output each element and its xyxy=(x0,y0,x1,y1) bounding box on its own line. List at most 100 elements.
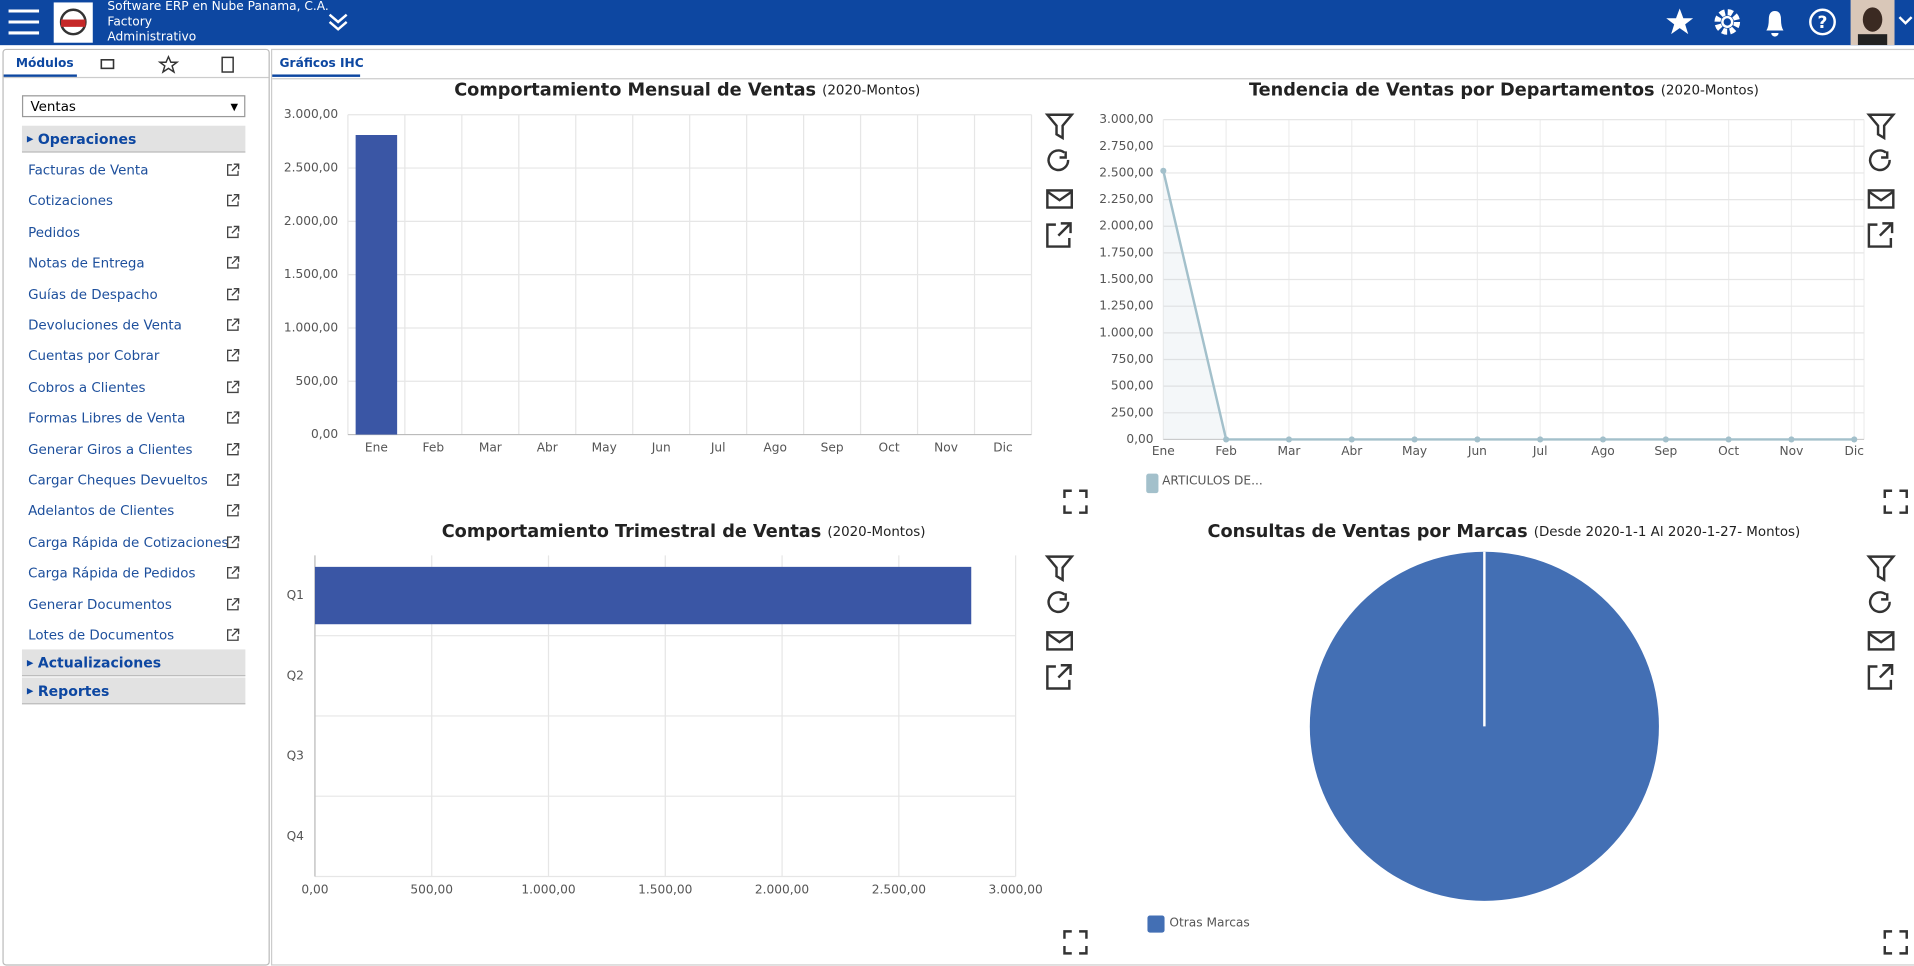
y-tick-label: 3.000,00 xyxy=(284,107,338,121)
y-tick-label: 250,00 xyxy=(1111,405,1154,419)
menu-item[interactable]: Formas Libres de Venta xyxy=(28,410,186,427)
menu-item[interactable]: Carga Rápida de Cotizaciones xyxy=(28,534,229,551)
section-header[interactable]: ▶ Operaciones xyxy=(21,125,246,153)
x-tick-label: Feb xyxy=(1215,444,1237,458)
x-tick-label: Sep xyxy=(821,440,844,454)
menu-item[interactable]: Notas de Entrega xyxy=(28,255,145,272)
legend-swatch xyxy=(1147,915,1165,933)
module-select-value: Ventas xyxy=(30,98,76,115)
documents-tab[interactable] xyxy=(221,56,234,73)
y-tick-label: 1.000,00 xyxy=(1099,325,1153,339)
open-link-icon[interactable] xyxy=(226,317,241,332)
section-title: Operaciones xyxy=(37,130,137,148)
open-link-icon[interactable] xyxy=(226,224,241,239)
filter-button[interactable] xyxy=(1044,555,1075,582)
filter-button[interactable] xyxy=(1866,113,1896,141)
module-select[interactable]: Ventas ▼ xyxy=(21,95,246,118)
section-header[interactable]: ▶ Actualizaciones xyxy=(21,649,246,677)
open-link-icon[interactable] xyxy=(226,255,241,270)
x-tick-label: Abr xyxy=(1341,444,1363,458)
x-tick-label: Ago xyxy=(1591,444,1615,458)
user-menu[interactable] xyxy=(1898,16,1913,25)
company-info: Software ERP en Nube Panama, C.A. Factor… xyxy=(107,0,328,46)
x-tick-label: 3.000,00 xyxy=(988,882,1042,896)
chart-title: Comportamiento Trimestral de Ventas (2020… xyxy=(442,522,926,542)
refresh-button[interactable] xyxy=(1868,149,1891,172)
point xyxy=(1599,436,1607,443)
menu-item[interactable]: Guías de Despacho xyxy=(28,286,158,303)
refresh-button[interactable] xyxy=(1047,149,1070,172)
x-tick-label: May xyxy=(1402,444,1427,458)
menu-item[interactable]: Devoluciones de Venta xyxy=(28,317,182,334)
email-button[interactable] xyxy=(1046,189,1073,209)
help-icon[interactable] xyxy=(1809,8,1836,36)
menu-item[interactable]: Cargar Cheques Devueltos xyxy=(28,472,208,489)
desktop-tab[interactable] xyxy=(100,59,115,70)
chart-subtitle: (Desde 2020-1-1 Al 2020-1-27- Montos) xyxy=(1534,525,1801,540)
open-button[interactable] xyxy=(1046,664,1072,690)
open-link-icon[interactable] xyxy=(226,565,241,580)
chart-title: Consultas de Ventas por Marcas (Desde 202… xyxy=(1208,522,1801,542)
favorites-tab[interactable] xyxy=(157,54,180,74)
open-link-icon[interactable] xyxy=(226,379,241,394)
filter-button[interactable] xyxy=(1866,555,1896,582)
email-button[interactable] xyxy=(1867,189,1895,209)
section-header[interactable]: ▶ Reportes xyxy=(21,677,246,705)
menu-item[interactable]: Cuentas por Cobrar xyxy=(28,348,160,365)
modules-tab[interactable]: Módulos xyxy=(15,57,74,71)
open-link-icon[interactable] xyxy=(226,596,241,611)
menu-item[interactable]: Cotizaciones xyxy=(28,193,114,210)
open-link-icon[interactable] xyxy=(226,534,241,549)
point xyxy=(1662,436,1669,443)
open-link-icon[interactable] xyxy=(226,410,241,425)
open-link-icon[interactable] xyxy=(226,348,241,363)
x-tick-label: Jun xyxy=(651,440,671,454)
menu-item[interactable]: Generar Giros a Clientes xyxy=(28,441,193,458)
select-arrow: ▼ xyxy=(230,101,239,113)
open-link-icon[interactable] xyxy=(226,503,241,518)
favorites-icon[interactable] xyxy=(1666,8,1694,35)
menu-item[interactable]: Generar Documentos xyxy=(28,596,172,613)
y-tick-label: Q4 xyxy=(287,829,305,843)
notifications-icon[interactable] xyxy=(1766,10,1784,37)
open-link-icon[interactable] xyxy=(226,193,241,208)
filter-button[interactable] xyxy=(1044,113,1075,141)
y-tick-label: Q3 xyxy=(287,749,304,763)
point xyxy=(1788,436,1795,443)
expand-button[interactable] xyxy=(1883,930,1908,955)
open-button[interactable] xyxy=(1867,664,1894,690)
email-button[interactable] xyxy=(1867,631,1895,651)
tab-divider xyxy=(3,76,269,79)
open-link-icon[interactable] xyxy=(226,627,241,642)
open-button[interactable] xyxy=(1867,222,1894,248)
menu-item[interactable]: Lotes de Documentos xyxy=(28,627,175,644)
open-link-icon[interactable] xyxy=(226,472,241,487)
menu-button[interactable] xyxy=(8,9,40,35)
menu-item[interactable]: Carga Rápida de Pedidos xyxy=(28,565,196,582)
settings-icon[interactable] xyxy=(1714,9,1741,35)
open-button[interactable] xyxy=(1046,222,1072,248)
open-link-icon[interactable] xyxy=(226,441,241,456)
x-tick-label: Ago xyxy=(763,440,787,454)
open-link-icon[interactable] xyxy=(226,286,241,301)
menu-item[interactable]: Cobros a Clientes xyxy=(28,379,146,396)
bar xyxy=(355,135,398,435)
refresh-button[interactable] xyxy=(1047,591,1070,614)
tab-divider xyxy=(272,78,1914,80)
expand-button[interactable] xyxy=(1883,489,1908,514)
email-button[interactable] xyxy=(1046,631,1073,651)
point xyxy=(1411,436,1418,443)
charts-tab[interactable]: Gráficos IHC xyxy=(279,57,364,71)
menu-item[interactable]: Adelantos de Clientes xyxy=(28,503,175,520)
expand-button[interactable] xyxy=(1063,930,1088,955)
legend-label: ARTICULOS DE... xyxy=(1162,473,1263,487)
expand-button[interactable] xyxy=(1063,489,1088,514)
collapse-button[interactable] xyxy=(328,13,348,31)
menu-item[interactable]: Facturas de Venta xyxy=(28,162,149,179)
menu-item[interactable]: Pedidos xyxy=(28,224,80,241)
avatar-hair xyxy=(1862,7,1883,32)
top-bar: ? Software ERP en Nube Panama, C.A. Fact… xyxy=(0,0,1914,46)
open-link-icon[interactable] xyxy=(226,162,241,177)
line-area xyxy=(1163,170,1855,440)
refresh-button[interactable] xyxy=(1868,591,1891,614)
